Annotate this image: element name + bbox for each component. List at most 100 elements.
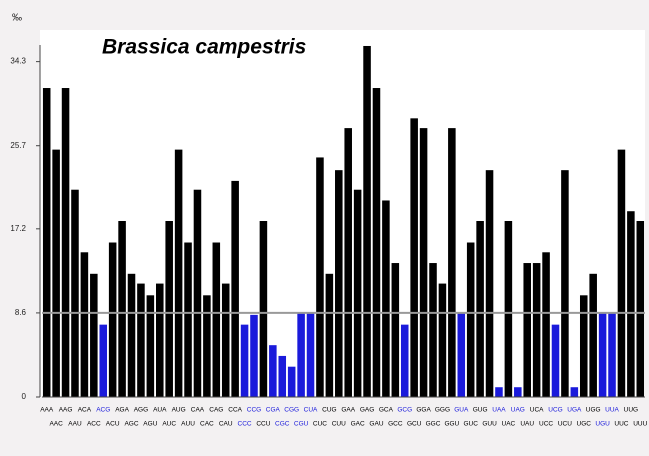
x-tick-label: UGG [586, 407, 601, 414]
x-tick-label: CGA [266, 407, 281, 414]
x-tick-label: CAA [191, 407, 205, 414]
x-tick-label: UAU [520, 421, 534, 428]
x-tick-label: ACG [96, 407, 110, 414]
bar [400, 324, 409, 397]
x-tick-label: CUA [304, 407, 318, 414]
bar [193, 189, 202, 397]
x-tick-label: GGG [435, 407, 450, 414]
bar [372, 88, 381, 398]
bar [382, 200, 390, 397]
y-tick-label: 0 [22, 392, 27, 401]
bar [335, 170, 343, 397]
x-tick-label: AUC [162, 421, 176, 428]
bar [156, 283, 164, 397]
bar [353, 189, 362, 397]
bar [608, 312, 616, 397]
x-tick-label: AGC [124, 421, 138, 428]
bar [570, 387, 579, 397]
x-tick-label: GCG [397, 407, 412, 414]
y-tick-label: 8.6 [15, 308, 27, 317]
x-tick-label: GUC [463, 421, 478, 428]
x-tick-label: CGU [294, 421, 309, 428]
bar [410, 118, 418, 397]
x-tick-label: AUG [172, 407, 186, 414]
bar [108, 242, 117, 397]
x-tick-label: GAG [360, 407, 374, 414]
x-tick-label: AAA [40, 407, 54, 414]
bar [52, 149, 60, 397]
bar [259, 221, 268, 397]
y-tick-label: 34.3 [10, 57, 26, 66]
bar [457, 312, 466, 397]
bar [495, 387, 503, 397]
x-tick-label: AAC [49, 421, 63, 428]
x-tick-label: GGU [444, 421, 459, 428]
bar [99, 324, 108, 397]
bar [589, 273, 597, 397]
bar [306, 312, 315, 397]
bar [165, 221, 173, 397]
bar [429, 263, 437, 397]
bar [504, 221, 513, 397]
x-tick-label: UCU [558, 421, 572, 428]
bar [344, 128, 352, 397]
x-tick-label: ACU [106, 421, 120, 428]
bar [561, 170, 569, 397]
x-tick-label: GUG [473, 407, 488, 414]
x-tick-label: GGC [426, 421, 441, 428]
x-tick-label: UUA [605, 407, 619, 414]
bar [542, 252, 550, 397]
x-tick-label: GGA [416, 407, 431, 414]
x-tick-label: CCU [256, 421, 270, 428]
x-tick-label: AGU [143, 421, 157, 428]
bar [221, 283, 230, 397]
x-tick-label: CUU [332, 421, 346, 428]
y-tick-label: 17.2 [10, 224, 26, 233]
x-tick-label: GAA [341, 407, 355, 414]
x-tick-label: UGU [595, 421, 610, 428]
bar [203, 295, 211, 397]
bar [231, 180, 239, 397]
bar [579, 295, 588, 397]
x-tick-label: ACC [87, 421, 101, 428]
x-tick-label: GCU [407, 421, 422, 428]
x-tick-label: UAA [492, 407, 506, 414]
bar [250, 314, 258, 397]
x-tick-label: CGC [275, 421, 290, 428]
x-tick-label: UUC [614, 421, 628, 428]
x-tick-label: UCA [530, 407, 544, 414]
bar [269, 345, 277, 397]
bar [448, 128, 456, 397]
x-tick-label: GAC [351, 421, 365, 428]
bar [184, 242, 192, 397]
x-tick-label: CUG [322, 407, 336, 414]
bar [551, 324, 560, 397]
bar [297, 312, 305, 397]
bar [391, 263, 400, 397]
bar [476, 221, 484, 397]
bar [325, 273, 334, 397]
x-tick-label: GCC [388, 421, 403, 428]
bar [137, 283, 145, 397]
bar [80, 252, 89, 397]
x-tick-label: CCG [247, 407, 261, 414]
x-tick-label: AGG [134, 407, 148, 414]
bar [212, 242, 221, 397]
bar [485, 170, 494, 397]
bar [278, 355, 287, 397]
x-tick-label: CAU [219, 421, 233, 428]
bar [127, 273, 136, 397]
bar [287, 366, 296, 397]
bar [419, 128, 428, 397]
x-tick-label: UCG [548, 407, 562, 414]
x-tick-label: AGA [115, 407, 129, 414]
y-tick-label: 25.7 [10, 141, 26, 150]
x-tick-label: AUA [153, 407, 167, 414]
bar [118, 221, 126, 397]
x-tick-label: UAC [502, 421, 516, 428]
x-tick-label: UGA [567, 407, 582, 414]
bar [438, 283, 447, 397]
x-tick-label: UCC [539, 421, 553, 428]
bar [636, 221, 645, 397]
